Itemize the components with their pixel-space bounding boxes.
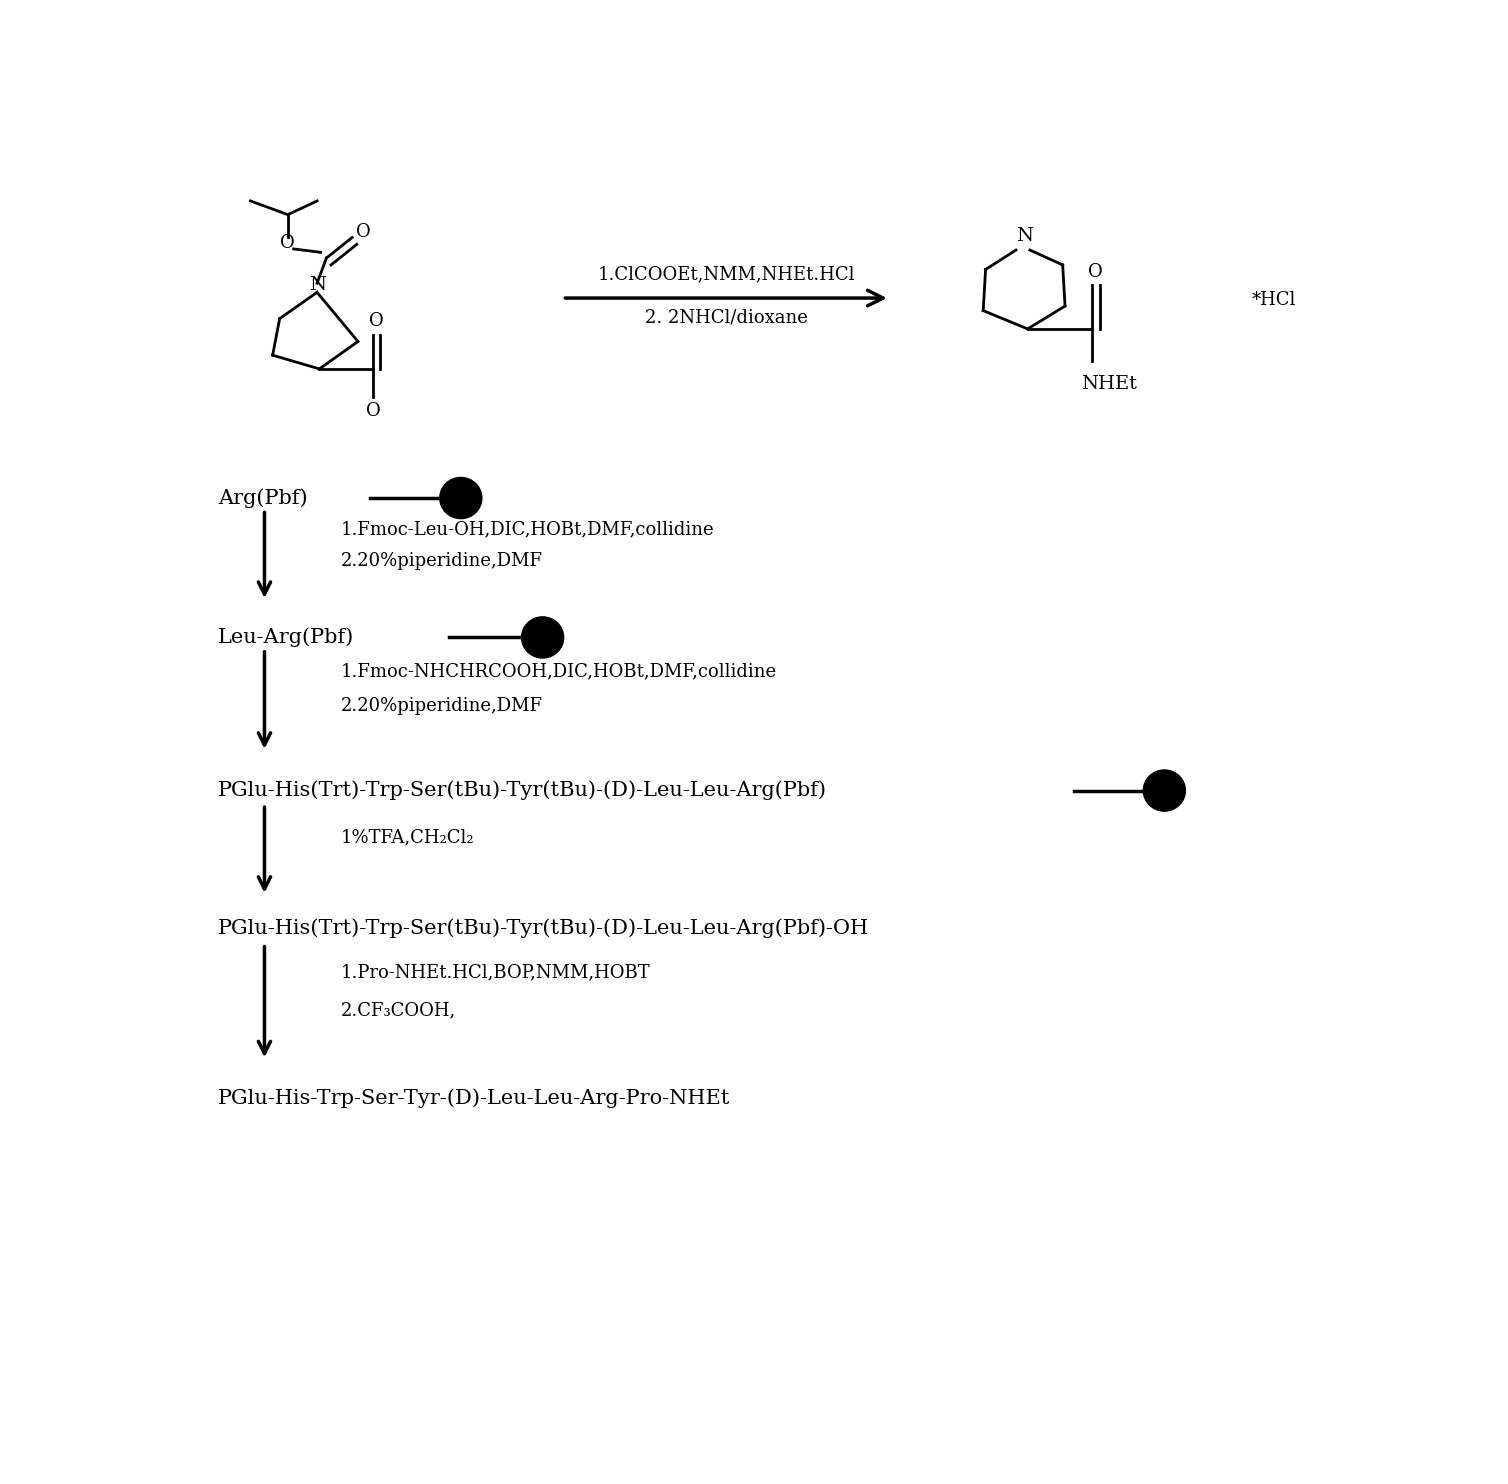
Text: PGlu-His-Trp-Ser-Tyr-(D)-Leu-Leu-Arg-Pro-NHEt: PGlu-His-Trp-Ser-Tyr-(D)-Leu-Leu-Arg-Pro…: [217, 1088, 730, 1107]
Text: Leu-Arg(Pbf): Leu-Arg(Pbf): [217, 628, 354, 647]
Text: N: N: [309, 276, 326, 294]
Text: Arg(Pbf): Arg(Pbf): [217, 488, 308, 508]
Text: O: O: [366, 402, 380, 420]
Text: 2. 2NHCl/dioxane: 2. 2NHCl/dioxane: [644, 309, 808, 326]
Text: O: O: [356, 223, 371, 240]
Text: O: O: [1089, 263, 1102, 280]
Text: PGlu-His(Trt)-Trp-Ser(tBu)-Tyr(tBu)-(D)-Leu-Leu-Arg(Pbf): PGlu-His(Trt)-Trp-Ser(tBu)-Tyr(tBu)-(D)-…: [217, 781, 826, 800]
Circle shape: [522, 617, 564, 657]
Text: NHEt: NHEt: [1081, 375, 1137, 393]
Text: 2.20%piperidine,DMF: 2.20%piperidine,DMF: [341, 697, 543, 715]
Text: *HCl: *HCl: [1252, 291, 1297, 309]
Text: 1.Fmoc-NHCHRCOOH,DIC,HOBt,DMF,collidine: 1.Fmoc-NHCHRCOOH,DIC,HOBt,DMF,collidine: [341, 663, 777, 681]
Text: 2.CF₃COOH,: 2.CF₃COOH,: [341, 1000, 455, 1020]
Text: O: O: [280, 234, 296, 252]
Text: O: O: [369, 312, 385, 329]
Circle shape: [440, 478, 483, 518]
Text: 2.20%piperidine,DMF: 2.20%piperidine,DMF: [341, 552, 543, 570]
Text: N: N: [1015, 227, 1033, 245]
Text: 1.Pro-NHEt.HCl,BOP,NMM,HOBT: 1.Pro-NHEt.HCl,BOP,NMM,HOBT: [341, 963, 650, 981]
Text: 1%TFA,CH₂Cl₂: 1%TFA,CH₂Cl₂: [341, 828, 474, 846]
Text: 1.Fmoc-Leu-OH,DIC,HOBt,DMF,collidine: 1.Fmoc-Leu-OH,DIC,HOBt,DMF,collidine: [341, 519, 715, 537]
Text: 1.ClCOOEt,NMM,NHEt.HCl: 1.ClCOOEt,NMM,NHEt.HCl: [597, 266, 855, 283]
Circle shape: [1143, 770, 1185, 812]
Text: PGlu-His(Trt)-Trp-Ser(tBu)-Tyr(tBu)-(D)-Leu-Leu-Arg(Pbf)-OH: PGlu-His(Trt)-Trp-Ser(tBu)-Tyr(tBu)-(D)-…: [217, 917, 869, 938]
